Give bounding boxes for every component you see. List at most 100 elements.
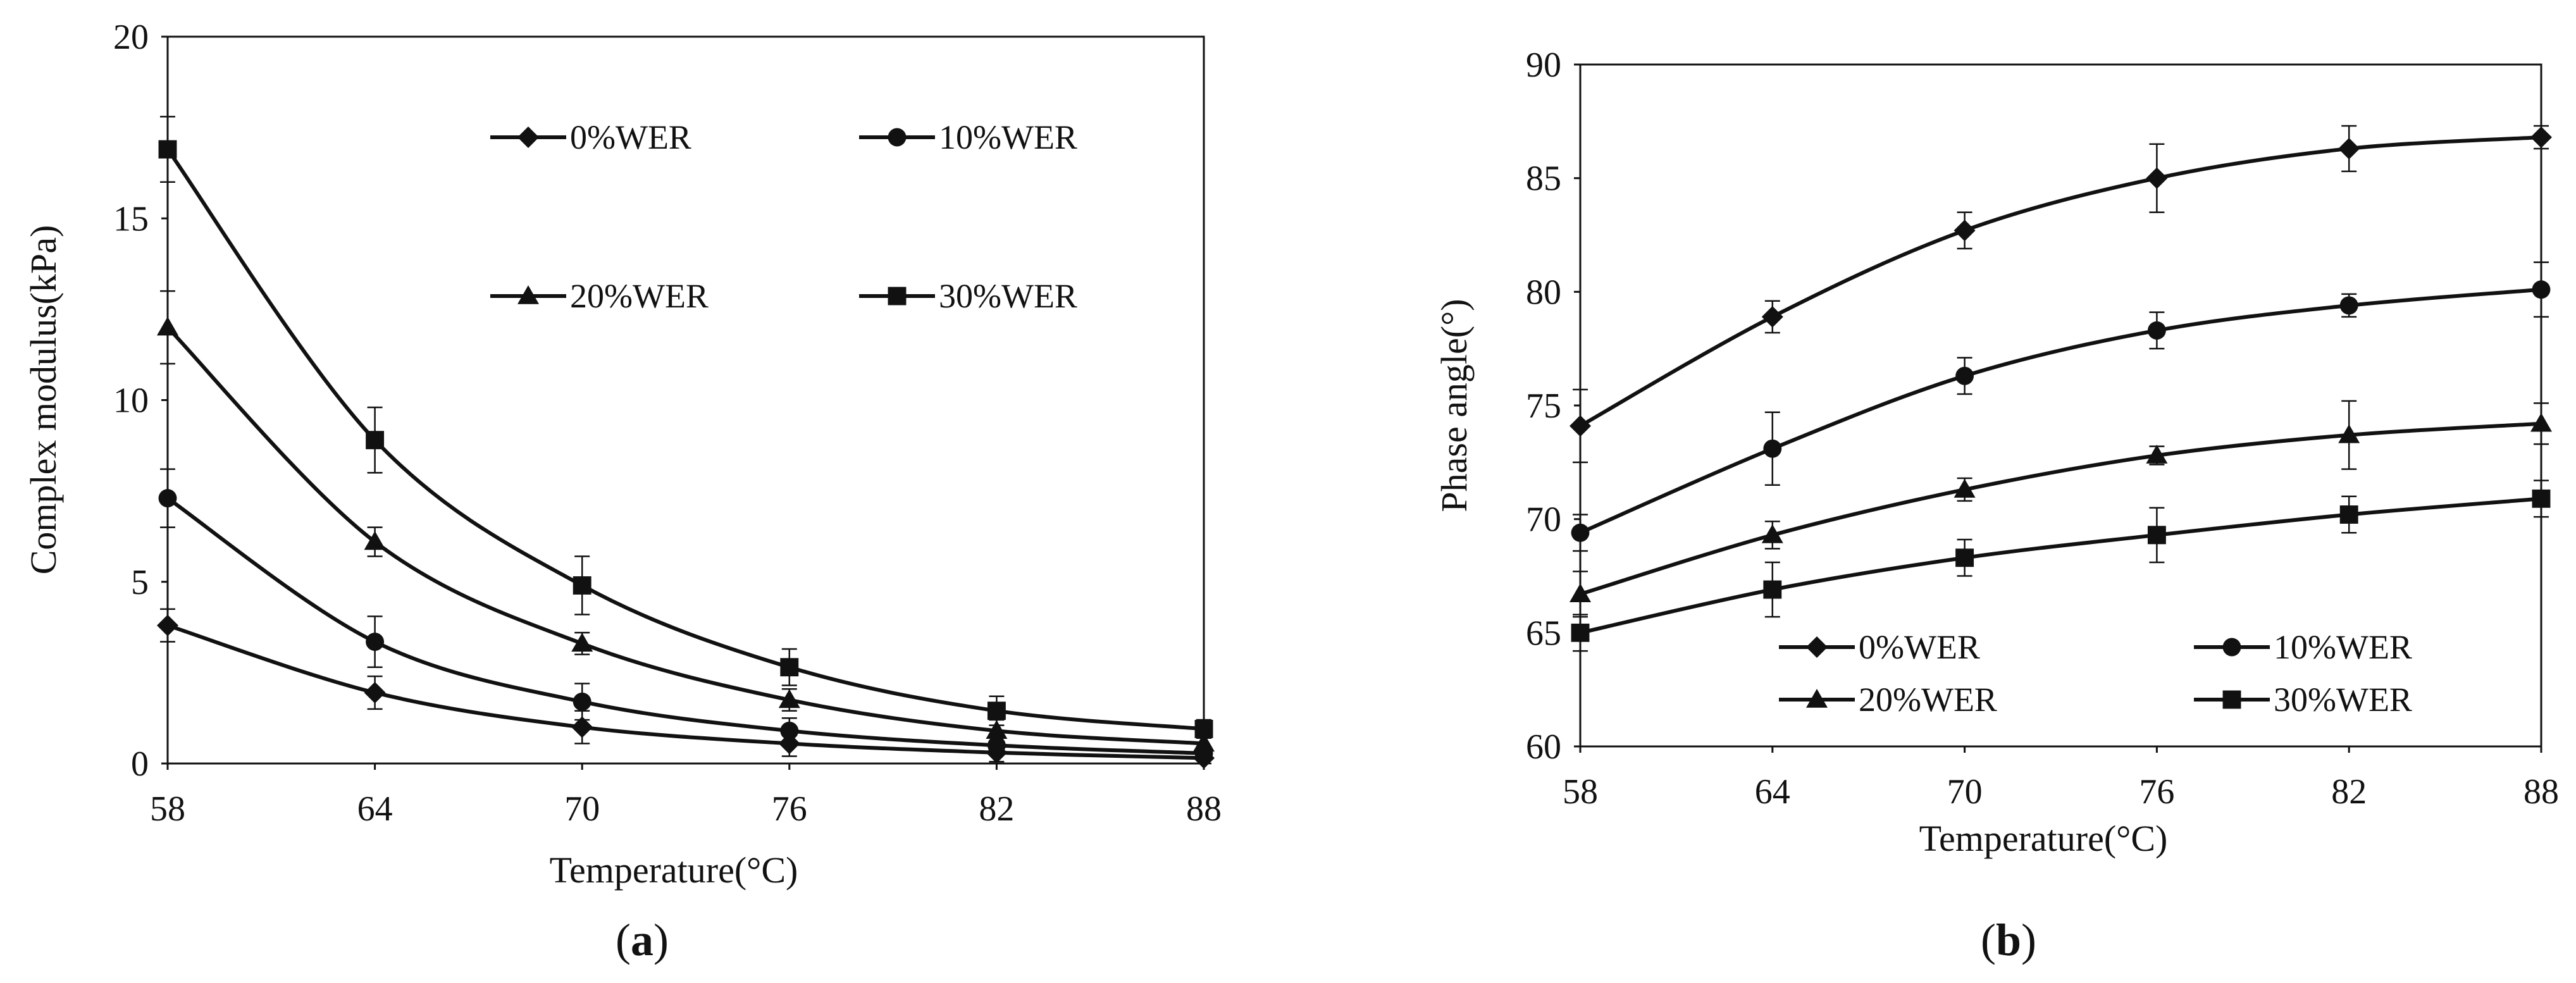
data-point: [2146, 167, 2168, 189]
x-tick-label: 88: [1186, 789, 1222, 829]
panel-label-a-close: ): [653, 915, 669, 965]
legend-item: 30%WER: [2194, 681, 2412, 719]
data-point: [2147, 321, 2166, 340]
legend-item: 10%WER: [859, 118, 1077, 156]
data-point: [780, 721, 799, 740]
data-point: [778, 689, 800, 708]
legend-marker: [2222, 690, 2241, 709]
data-point: [2532, 489, 2551, 508]
legend-item: 30%WER: [859, 277, 1077, 315]
data-point: [1194, 719, 1213, 738]
data-point: [987, 702, 1006, 720]
legend-label: 0%WER: [1859, 628, 1980, 666]
data-point: [1570, 415, 1591, 437]
data-point: [1954, 219, 1976, 242]
data-point: [366, 431, 385, 450]
series-line: [1579, 287, 2542, 535]
x-tick-label: 70: [1947, 772, 1983, 812]
data-point: [1193, 733, 1215, 752]
legend-marker: [888, 128, 907, 147]
panel-label-b-open: (: [1981, 915, 1996, 965]
data-point: [1761, 524, 1783, 543]
data-point: [1955, 366, 1974, 385]
y-tick-label: 10: [113, 381, 149, 421]
legend-label: 20%WER: [570, 277, 709, 315]
legend: 0%WER 10%WER 20%WER 30%WER: [1779, 628, 2412, 719]
data-point: [571, 633, 593, 652]
panel-label-b-close: ): [2021, 915, 2036, 965]
legend-label: 30%WER: [939, 277, 1077, 315]
y-tick-label: 60: [1526, 727, 1561, 767]
chart-a: 0 5 10 15 20 58 64 70 76 82 88 Temperature(°C) Compl…: [23, 18, 1222, 891]
legend-label: 10%WER: [939, 118, 1077, 156]
data-point: [1955, 548, 1974, 567]
x-tick-label: 76: [2139, 772, 2174, 812]
x-tick-label: 70: [564, 789, 600, 829]
data-point: [1571, 523, 1590, 542]
x-tick-label: 76: [772, 789, 807, 829]
data-point: [1570, 583, 1591, 602]
data-point: [1761, 306, 1783, 328]
data-point: [1571, 623, 1590, 642]
data-point: [987, 736, 1006, 755]
panel-label-a: (a): [616, 915, 669, 965]
legend-item: 0%WER: [1779, 628, 1980, 666]
data-point: [158, 140, 177, 159]
y-tick-label: 15: [113, 199, 149, 238]
y-axis-title: Phase angle(°): [1434, 299, 1475, 512]
legend-marker: [517, 127, 539, 148]
series-triangle: [157, 290, 1215, 752]
data-point: [986, 720, 1008, 739]
series-line: [1579, 135, 2542, 428]
data-point: [1954, 478, 1976, 498]
data-point: [573, 692, 591, 711]
data-point: [2146, 445, 2168, 464]
panel-label-a-letter: a: [631, 915, 653, 965]
data-point: [2530, 412, 2552, 432]
data-point: [157, 316, 178, 336]
chart-b: 60 65 70 75 80 85 90 58 64 70 76 82 88 Temperature(°C…: [1434, 46, 2559, 859]
data-point: [2530, 126, 2552, 148]
y-tick-label: 5: [131, 563, 149, 602]
legend-item: 0%WER: [490, 118, 691, 156]
data-point: [2338, 137, 2360, 159]
data-point: [780, 658, 799, 677]
legend-marker: [1806, 636, 1828, 658]
y-axis-title: Complex modulus(kPa): [23, 225, 64, 575]
data-point: [2338, 424, 2360, 443]
series-square: [1571, 479, 2551, 652]
legend: 0%WER 10%WER 20%WER 30%WER: [490, 118, 1077, 315]
series-line: [166, 497, 1204, 755]
panel-label-b-letter: b: [1996, 915, 2021, 965]
data-point: [2339, 296, 2358, 315]
panel-label-a-open: (: [616, 915, 631, 965]
data-point: [2339, 505, 2358, 524]
y-tick-label: 90: [1526, 46, 1561, 85]
series-line: [1580, 497, 2542, 635]
legend-marker: [2222, 638, 2241, 657]
y-tick-label: 75: [1526, 386, 1561, 426]
legend-item: 10%WER: [2194, 628, 2412, 666]
data-point: [571, 716, 593, 738]
series-line: [166, 326, 1204, 746]
data-point: [573, 576, 591, 595]
legend-label: 0%WER: [570, 118, 691, 156]
data-point: [364, 681, 386, 703]
legend-marker: [1806, 689, 1828, 708]
y-tick-label: 65: [1526, 614, 1561, 653]
x-tick-label: 64: [1755, 772, 1790, 812]
legend-item: 20%WER: [490, 277, 709, 315]
data-point: [1763, 580, 1782, 599]
x-tick-label: 64: [357, 789, 393, 829]
legend-label: 30%WER: [2274, 681, 2412, 719]
x-tick-label: 88: [2523, 772, 2559, 812]
series-square: [158, 116, 1213, 739]
series-line: [166, 148, 1204, 731]
series-line: [1580, 421, 2542, 597]
x-tick-label: 82: [979, 789, 1014, 829]
legend-marker: [517, 285, 539, 304]
data-point: [158, 489, 177, 508]
data-point: [1763, 439, 1782, 458]
data-point: [364, 531, 386, 550]
